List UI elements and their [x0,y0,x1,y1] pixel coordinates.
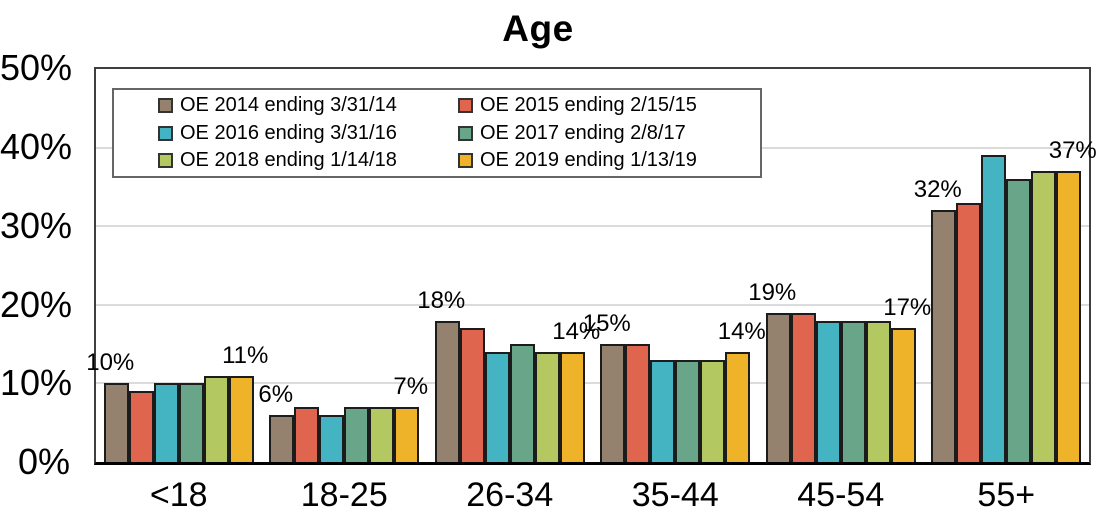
bar-series5-45-54 [890,328,916,462]
legend-swatch-oe-2015 [458,98,473,114]
bar-series0-18-25 [269,414,295,462]
legend-swatch-oe-2014 [158,98,173,114]
legend-item-label: OE 2015 ending 2/15/15 [480,94,697,117]
bar-series0-26-34 [434,320,460,462]
bar-series5-26-34 [559,351,585,462]
bar-series3-26-34 [509,344,535,462]
bar-value-label: 19% [748,278,797,306]
bar-value-label: 15% [582,310,631,338]
legend-swatch-oe-2018 [158,152,173,168]
y-axis-tick-label: 50% [0,47,73,88]
legend-item-oe-2019: OE 2019 ending 1/13/19 [458,149,760,172]
legend-item-label: OE 2018 ending 1/14/18 [180,148,397,171]
bar-series2-55+ [981,155,1007,462]
bar-series5-<18 [228,375,254,462]
legend-swatch-oe-2016 [158,125,173,141]
bar-series3-55+ [1006,179,1032,462]
y-axis-tick-label: 40% [0,126,73,167]
bar-series4-26-34 [534,351,560,462]
legend-swatch-oe-2019 [458,152,473,168]
bar-series1-18-25 [294,406,320,462]
legend-item-oe-2014: OE 2014 ending 3/31/14 [158,94,458,117]
bar-series4-35-44 [700,359,726,462]
bar-value-label: 18% [417,286,466,314]
bar-series2-26-34 [484,351,510,462]
bar-series3-35-44 [675,359,701,462]
legend: OE 2014 ending 3/31/14 OE 2015 ending 2/… [112,88,762,178]
bar-series1-45-54 [790,312,816,462]
legend-item-label: OE 2019 ending 1/13/19 [480,148,697,171]
x-axis: <18 18-25 26-34 35-44 45-54 55+ [96,476,1089,515]
bar-series2-35-44 [650,359,676,462]
bar-series0-45-54 [765,312,791,462]
legend-item-label: OE 2016 ending 3/31/16 [180,121,397,144]
bar-series3-45-54 [840,320,866,462]
y-axis-tick-label: 20% [0,284,73,325]
bar-series5-55+ [1056,171,1082,462]
bar-series0-<18 [103,383,129,462]
bar-series5-18-25 [394,406,420,462]
x-axis-category-label: <18 [149,476,208,514]
bar-value-label: 32% [913,176,962,204]
bar-series4-45-54 [865,320,891,462]
bar-series1-<18 [128,391,154,462]
legend-swatch-oe-2017 [458,125,473,141]
bar-series2-<18 [153,383,179,462]
bar-series1-35-44 [625,344,651,462]
legend-item-label: OE 2017 ending 2/8/17 [480,121,686,144]
legend-item-oe-2015: OE 2015 ending 2/15/15 [458,94,760,117]
bar-series5-35-44 [725,351,751,462]
bar-series4-55+ [1031,171,1057,462]
gridline-30 [96,225,1089,228]
bar-value-label: 7% [393,372,429,400]
bar-series4-<18 [203,375,229,462]
bar-series3-<18 [178,383,204,462]
gridline-20 [96,303,1089,306]
bar-series2-18-25 [319,414,345,462]
x-axis-category-label: 26-34 [466,476,554,514]
bar-series3-18-25 [344,406,370,462]
y-axis-tick-label: 0% [17,441,70,482]
legend-item-label: OE 2014 ending 3/31/14 [180,94,397,117]
bar-series4-18-25 [369,406,395,462]
legend-item-oe-2016: OE 2016 ending 3/31/16 [158,122,458,145]
x-axis-category-label: 45-54 [797,476,885,514]
chart-title: Age [502,8,574,49]
bar-value-label: 6% [258,380,294,408]
plot-area: 10% 11% 6% 7% 18% 14% 15% 14% 19% 17% 32% 37% OE 20… [86,67,1097,465]
bar-series0-55+ [931,210,957,462]
bar-value-label: 14% [552,317,601,345]
x-axis-category-label: 35-44 [631,476,719,514]
bar-value-label: 37% [1048,137,1097,165]
gridline-10 [96,382,1089,385]
x-axis-category-label: 18-25 [300,476,388,514]
bar-series1-26-34 [459,328,485,462]
y-axis: 50% 40% 30% 20% 10% 0% [0,0,73,527]
bar-value-label: 17% [883,294,932,322]
bar-series1-55+ [956,202,982,462]
x-axis-category-label: 55+ [977,476,1036,514]
legend-item-oe-2018: OE 2018 ending 1/14/18 [158,149,458,172]
legend-item-oe-2017: OE 2017 ending 2/8/17 [458,122,760,145]
y-axis-tick-label: 10% [0,362,73,403]
y-axis-tick-label: 30% [0,205,73,246]
bar-series2-45-54 [815,320,841,462]
bar-value-label: 10% [86,349,135,377]
bar-value-label: 11% [222,341,269,369]
bar-value-label: 14% [717,317,766,345]
bar-series0-35-44 [600,344,626,462]
